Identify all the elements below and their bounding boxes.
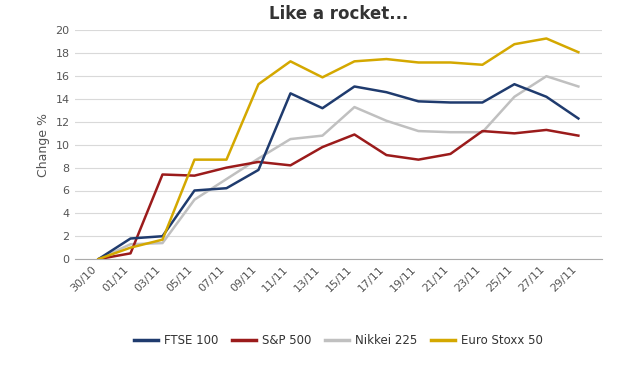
Euro Stoxx 50 — [191, 157, 198, 162]
S&P 500 — [479, 129, 486, 133]
Nikkei 225 — [446, 130, 454, 134]
Euro Stoxx 50 — [415, 60, 422, 65]
Euro Stoxx 50 — [479, 62, 486, 67]
Euro Stoxx 50 — [574, 50, 582, 54]
S&P 500 — [510, 131, 518, 136]
S&P 500 — [95, 257, 102, 261]
Nikkei 225 — [510, 94, 518, 99]
FTSE 100 — [127, 236, 134, 241]
S&P 500 — [351, 132, 358, 137]
Nikkei 225 — [543, 74, 550, 78]
FTSE 100 — [191, 188, 198, 193]
Nikkei 225 — [351, 105, 358, 109]
S&P 500 — [191, 173, 198, 178]
FTSE 100 — [255, 168, 262, 172]
FTSE 100 — [95, 257, 102, 261]
Nikkei 225 — [95, 257, 102, 261]
S&P 500 — [223, 165, 230, 170]
Euro Stoxx 50 — [223, 157, 230, 162]
Nikkei 225 — [415, 129, 422, 133]
FTSE 100 — [415, 99, 422, 104]
S&P 500 — [159, 172, 166, 177]
FTSE 100 — [223, 186, 230, 190]
FTSE 100 — [383, 90, 390, 94]
Nikkei 225 — [479, 130, 486, 134]
FTSE 100 — [446, 100, 454, 105]
S&P 500 — [127, 251, 134, 256]
Euro Stoxx 50 — [319, 75, 326, 80]
Line: S&P 500: S&P 500 — [99, 130, 578, 259]
Nikkei 225 — [127, 242, 134, 247]
S&P 500 — [383, 153, 390, 157]
Nikkei 225 — [287, 137, 294, 141]
Euro Stoxx 50 — [95, 257, 102, 261]
FTSE 100 — [543, 94, 550, 99]
Line: FTSE 100: FTSE 100 — [99, 84, 578, 259]
S&P 500 — [446, 152, 454, 156]
FTSE 100 — [159, 234, 166, 239]
Nikkei 225 — [255, 156, 262, 161]
Euro Stoxx 50 — [446, 60, 454, 65]
FTSE 100 — [319, 106, 326, 110]
S&P 500 — [287, 163, 294, 168]
Legend: FTSE 100, S&P 500, Nikkei 225, Euro Stoxx 50: FTSE 100, S&P 500, Nikkei 225, Euro Stox… — [130, 329, 547, 351]
Line: Euro Stoxx 50: Euro Stoxx 50 — [99, 38, 578, 259]
Euro Stoxx 50 — [383, 57, 390, 61]
Nikkei 225 — [159, 241, 166, 245]
Nikkei 225 — [223, 177, 230, 181]
FTSE 100 — [287, 91, 294, 96]
S&P 500 — [319, 145, 326, 149]
Nikkei 225 — [383, 118, 390, 123]
Nikkei 225 — [191, 197, 198, 202]
Nikkei 225 — [574, 84, 582, 89]
Euro Stoxx 50 — [351, 59, 358, 64]
S&P 500 — [415, 157, 422, 162]
Nikkei 225 — [319, 133, 326, 138]
S&P 500 — [543, 128, 550, 132]
S&P 500 — [574, 133, 582, 138]
Y-axis label: Change %: Change % — [37, 113, 50, 177]
FTSE 100 — [351, 84, 358, 89]
S&P 500 — [255, 160, 262, 164]
FTSE 100 — [510, 82, 518, 86]
Euro Stoxx 50 — [127, 245, 134, 250]
FTSE 100 — [574, 116, 582, 121]
Euro Stoxx 50 — [159, 237, 166, 242]
Euro Stoxx 50 — [543, 36, 550, 41]
Euro Stoxx 50 — [510, 42, 518, 46]
Line: Nikkei 225: Nikkei 225 — [99, 76, 578, 259]
Title: Like a rocket...: Like a rocket... — [269, 5, 408, 23]
Euro Stoxx 50 — [255, 82, 262, 86]
FTSE 100 — [479, 100, 486, 105]
Euro Stoxx 50 — [287, 59, 294, 64]
